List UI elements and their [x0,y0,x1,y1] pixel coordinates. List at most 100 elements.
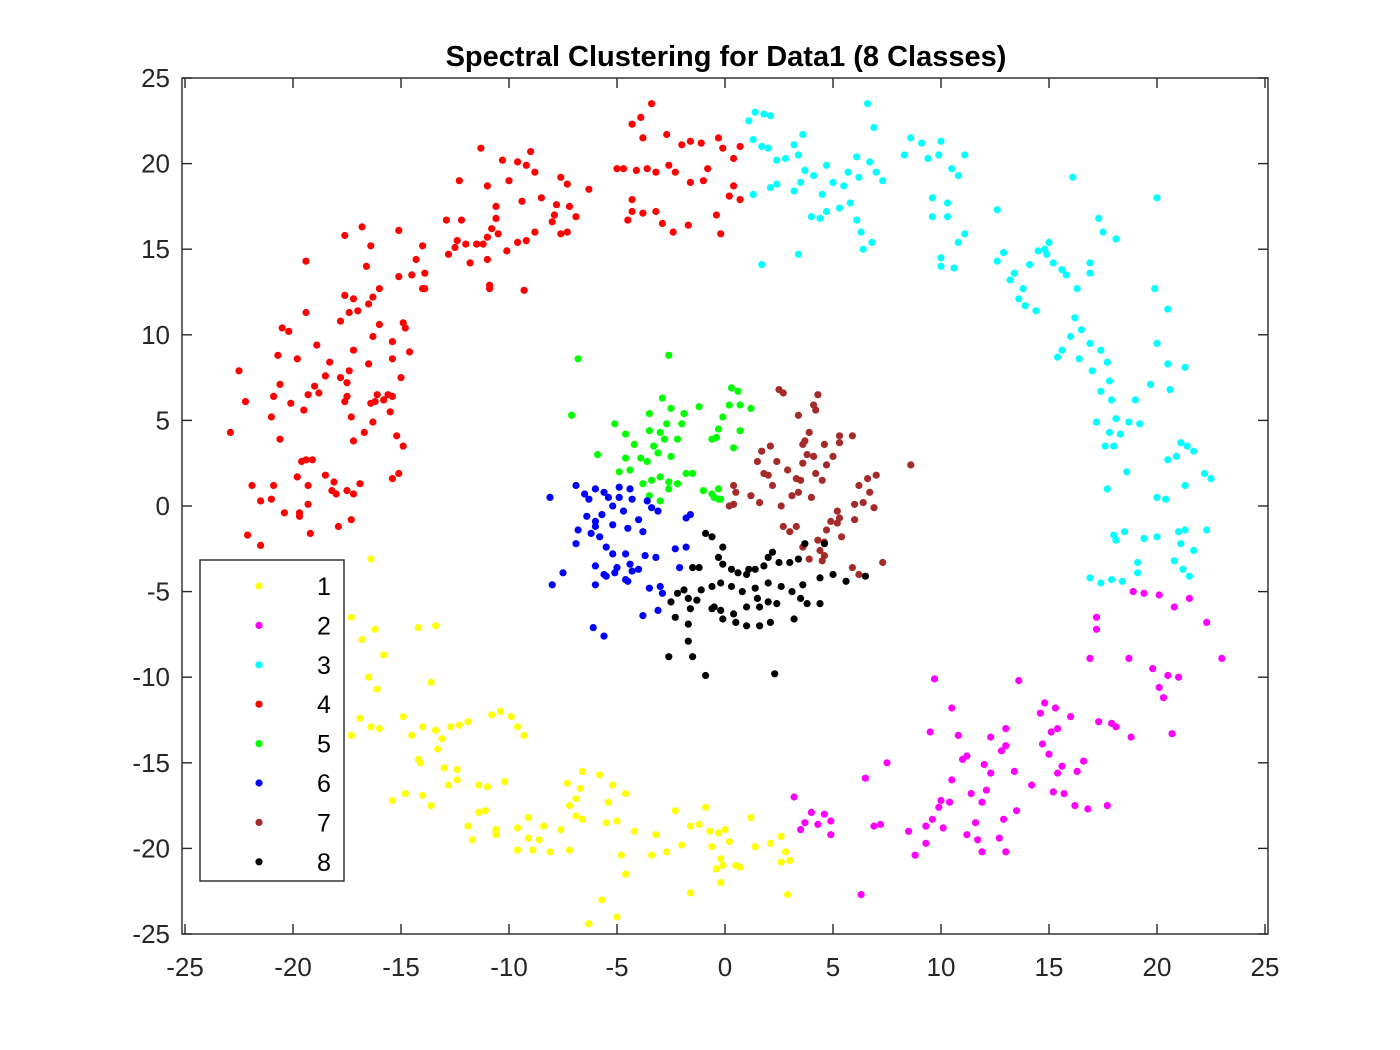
data-point [1095,718,1103,726]
data-point [995,834,1003,842]
data-point [928,815,937,823]
data-point [473,240,481,248]
data-point [805,555,813,563]
data-point [790,187,798,195]
data-point [678,141,686,149]
data-point [827,817,835,825]
data-point [293,355,301,363]
data-point [667,404,675,412]
data-point [835,439,844,447]
data-point [598,896,606,904]
data-point [816,600,824,608]
data-point [736,863,744,871]
data-point [794,411,803,419]
data-point [622,454,630,462]
data-point [827,831,835,839]
data-point [732,488,740,496]
data-point [615,493,623,501]
data-point [591,581,600,589]
data-point [1177,540,1185,548]
data-point [591,522,600,531]
data-point [624,216,632,224]
data-point [753,594,762,603]
data-point [388,355,396,363]
data-point [1203,618,1211,627]
data-point [714,485,723,493]
data-point [792,475,800,483]
data-point [345,308,353,317]
data-point [779,522,787,531]
data-point [643,497,651,505]
data-point [842,577,850,585]
data-point [442,216,450,224]
legend-label: 4 [317,691,331,719]
data-point [930,675,939,683]
data-point [786,558,794,567]
legend-entry: 3 [255,652,331,680]
x-tick-label: -15 [382,952,420,982]
data-point [730,444,738,452]
data-point [628,567,636,575]
data-point [609,550,617,558]
data-point [714,829,723,837]
data-point [835,432,844,440]
y-tick-label: 15 [141,234,170,264]
data-point [736,401,744,409]
data-point [937,137,945,145]
y-tick-label: -25 [132,919,170,949]
data-point [777,582,785,591]
data-point [818,557,826,565]
data-point [1153,493,1161,501]
data-point [600,488,608,496]
legend-label: 7 [317,809,331,837]
data-point [483,783,491,791]
data-point [527,148,535,156]
data-point [693,596,701,604]
data-point [1086,574,1094,582]
data-point [654,606,662,615]
data-point [1170,557,1178,565]
data-point [777,502,785,510]
data-point [680,586,688,594]
data-point [829,178,837,186]
legend-marker [255,621,263,630]
data-point [738,588,746,596]
data-point [725,838,733,846]
data-point [419,242,427,250]
data-point [1140,534,1148,543]
data-point [505,177,513,185]
data-point [278,324,286,332]
data-point [978,848,986,856]
data-point [667,452,675,460]
data-point [943,199,952,207]
data-point [773,156,781,164]
data-point [466,259,474,267]
data-point [501,778,509,786]
data-point [935,803,943,811]
data-point [373,685,381,693]
data-point [650,442,658,450]
legend-entry: 5 [255,731,331,759]
data-point [522,237,530,245]
data-point [1038,740,1047,748]
data-point [648,476,656,484]
data-point [786,528,794,536]
data-point [695,564,703,572]
data-point [295,512,304,520]
data-point [810,172,818,180]
data-point [520,286,528,294]
data-point [1134,558,1142,567]
data-point [375,285,383,293]
data-point [758,261,766,269]
data-point [676,564,684,572]
data-point [790,141,798,149]
data-point [1153,339,1161,347]
data-point [419,791,427,799]
data-point [1112,235,1120,243]
data-point [702,803,710,811]
data-point [872,471,880,479]
data-point [628,196,636,204]
data-point [347,516,355,524]
data-point [380,396,388,404]
series-2 [790,588,1226,899]
